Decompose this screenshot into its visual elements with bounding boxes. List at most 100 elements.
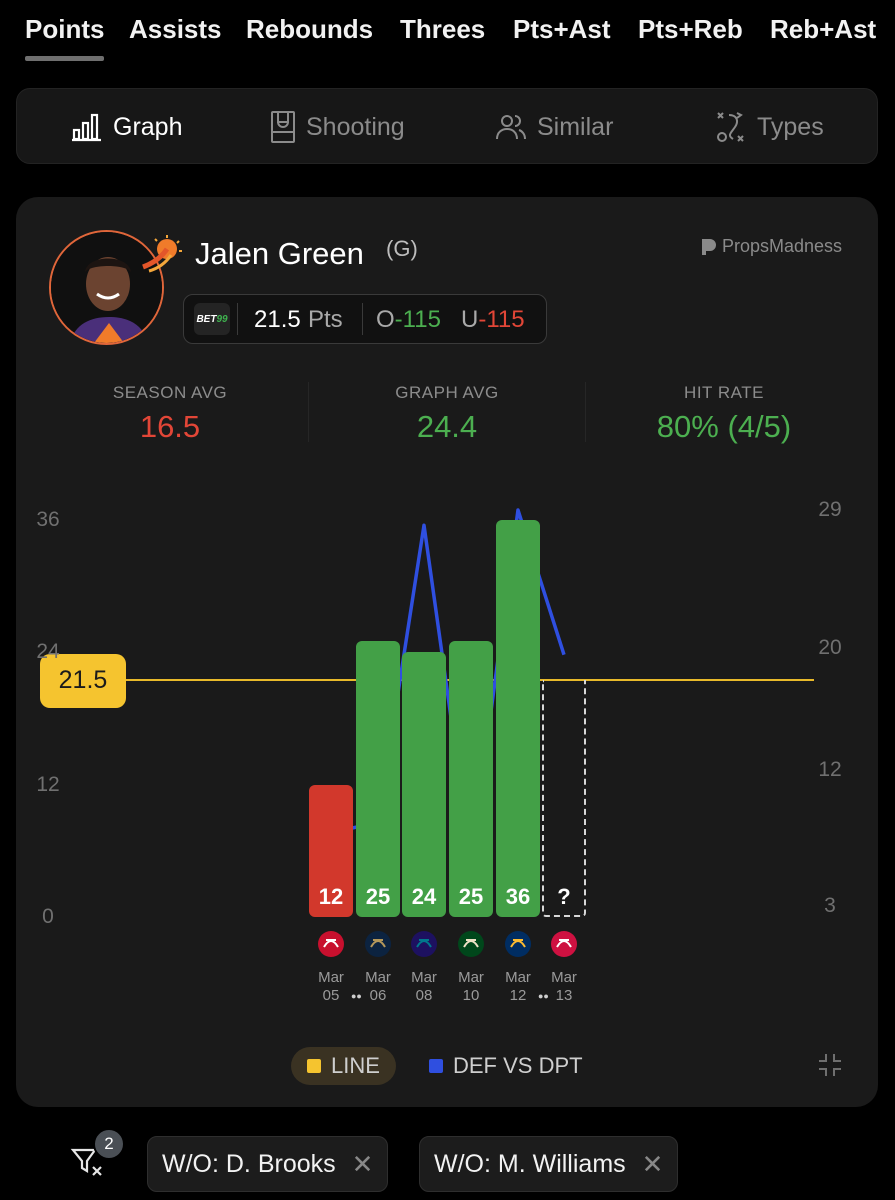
view-tab-shooting[interactable]: Shooting bbox=[270, 89, 405, 165]
legend-def-toggle[interactable]: DEF VS DPT bbox=[429, 1047, 583, 1085]
active-tab-indicator bbox=[25, 56, 104, 61]
raptors-logo-icon bbox=[551, 931, 577, 957]
filter-chip-brooks[interactable]: W/O: D. Brooks ✕ bbox=[147, 1136, 389, 1192]
y-axis-right-tick: 12 bbox=[818, 758, 842, 781]
pacers-logo-icon bbox=[505, 931, 531, 957]
hornets-logo-icon bbox=[411, 931, 437, 957]
season-avg: SEASON AVG 16.5 bbox=[32, 372, 308, 445]
close-icon[interactable]: ✕ bbox=[351, 1148, 374, 1179]
tab-threes[interactable]: Threes bbox=[400, 14, 486, 44]
bar-value-label: 12 bbox=[318, 884, 344, 909]
legend-line-label: LINE bbox=[331, 1053, 380, 1078]
y-axis-right-tick: 3 bbox=[824, 894, 836, 917]
under-odds: U-115 bbox=[461, 306, 525, 334]
filter-chip-label: W/O: M. Williams bbox=[434, 1149, 626, 1178]
y-axis-right-tick: 20 bbox=[818, 636, 842, 659]
over-odds: O-115 bbox=[376, 306, 441, 334]
game-date: Mar 08 bbox=[411, 969, 437, 1004]
player-position: (G) bbox=[386, 236, 418, 261]
divider bbox=[237, 303, 238, 335]
users-icon bbox=[496, 115, 526, 140]
tab-rebounds[interactable]: Rebounds bbox=[246, 14, 374, 44]
bar-value-label: ? bbox=[557, 884, 571, 909]
close-icon[interactable]: ✕ bbox=[641, 1148, 664, 1179]
y-axis-left-tick: 36 bbox=[36, 508, 60, 531]
view-tab-similar[interactable]: Similar bbox=[495, 89, 613, 165]
brand-name: PropsMadness bbox=[722, 236, 843, 256]
stat-value: 80% (4/5) bbox=[656, 409, 792, 444]
view-tab-similar-label: Similar bbox=[537, 112, 614, 141]
prop-line-box[interactable]: BET 99 21.5 Pts O-115 U-115 bbox=[183, 294, 547, 344]
game-date: Mar 12 bbox=[505, 969, 531, 1004]
game-bar[interactable] bbox=[496, 520, 540, 917]
collapse-icon[interactable] bbox=[817, 1052, 843, 1078]
court-icon bbox=[271, 111, 295, 143]
game-bar[interactable] bbox=[402, 652, 446, 917]
pelicans-logo-icon bbox=[365, 931, 391, 957]
tab-pts-ast[interactable]: Pts+Ast bbox=[513, 14, 611, 44]
view-tab-types-label: Types bbox=[757, 112, 824, 141]
brand-logo: PropsMadness bbox=[700, 236, 842, 257]
game-bar[interactable] bbox=[309, 784, 353, 917]
play-diagram-icon bbox=[717, 112, 744, 142]
divider bbox=[362, 303, 363, 335]
legend-def-label: DEF VS DPT bbox=[453, 1053, 583, 1078]
y-axis-right-tick: 29 bbox=[818, 498, 842, 521]
game-date: Mar 05 bbox=[318, 969, 344, 1004]
view-tab-shooting-label: Shooting bbox=[306, 112, 405, 141]
legend-swatch-line bbox=[307, 1059, 322, 1073]
legend-line-toggle[interactable]: LINE bbox=[291, 1047, 396, 1085]
filter-chip-williams[interactable]: W/O: M. Williams ✕ bbox=[419, 1136, 679, 1192]
filter-chip-label: W/O: D. Brooks bbox=[162, 1149, 336, 1178]
divider bbox=[308, 382, 309, 442]
y-axis-left-tick: 24 bbox=[36, 640, 60, 664]
date-gap-indicator: ●● bbox=[351, 991, 362, 1001]
stat-label: SEASON AVG bbox=[112, 383, 228, 402]
filter-count-badge: 2 bbox=[93, 1128, 125, 1160]
player-prop-card bbox=[16, 197, 878, 1107]
stat-category-tabs: Points Assists Rebounds Threes Pts+Ast P… bbox=[0, 0, 895, 62]
suns-logo-icon bbox=[142, 235, 182, 273]
date-gap-indicator: ●● bbox=[538, 991, 549, 1001]
game-date: Mar 10 bbox=[458, 969, 484, 1004]
y-axis-left-tick: 12 bbox=[36, 772, 60, 796]
bar-value-label: 24 bbox=[411, 884, 437, 909]
stat-label: HIT RATE bbox=[684, 383, 764, 402]
bar-chart-icon bbox=[72, 113, 101, 142]
view-tab-graph[interactable]: Graph bbox=[71, 89, 182, 165]
divider bbox=[585, 382, 586, 442]
view-tab-types[interactable]: Types bbox=[715, 89, 824, 165]
tab-points[interactable]: Points bbox=[25, 14, 105, 44]
bar-value-label: 25 bbox=[365, 884, 391, 909]
line-badge[interactable]: 21.5 bbox=[40, 653, 126, 708]
game-bar[interactable] bbox=[356, 641, 400, 917]
under-odds-value: -115 bbox=[478, 306, 525, 333]
tab-assists[interactable]: Assists bbox=[129, 14, 222, 44]
tab-reb-ast[interactable]: Reb+Ast bbox=[770, 14, 877, 44]
bar-value-label: 25 bbox=[458, 884, 484, 909]
y-axis-left-tick: 0 bbox=[42, 905, 54, 928]
stat-label: GRAPH AVG bbox=[395, 383, 499, 402]
view-selector: Graph Shooting Similar Types bbox=[16, 88, 878, 164]
propsmadness-logo-icon bbox=[702, 238, 716, 255]
under-label: U bbox=[461, 306, 479, 333]
upcoming-game-bar[interactable] bbox=[542, 679, 586, 917]
view-tab-graph-label: Graph bbox=[113, 112, 183, 141]
summary-stats: SEASON AVG 16.5 GRAPH AVG 24.4 HIT RATE … bbox=[32, 372, 862, 452]
player-name: Jalen Green bbox=[195, 236, 364, 271]
player-avatar bbox=[49, 230, 164, 345]
game-date: Mar 06 bbox=[365, 969, 391, 1004]
line-value: 21.5 bbox=[254, 306, 301, 333]
game-date: Mar 13 bbox=[551, 969, 577, 1004]
tab-pts-reb[interactable]: Pts+Reb bbox=[638, 14, 743, 44]
stat-value: 16.5 bbox=[139, 409, 201, 444]
line-unit: Pts bbox=[308, 306, 343, 333]
bucks-logo-icon bbox=[458, 931, 484, 957]
hit-rate: HIT RATE 80% (4/5) bbox=[586, 372, 862, 445]
bulls-logo-icon bbox=[318, 931, 344, 957]
game-bar[interactable] bbox=[449, 641, 493, 917]
stat-value: 24.4 bbox=[416, 409, 478, 444]
graph-avg: GRAPH AVG 24.4 bbox=[309, 372, 585, 445]
